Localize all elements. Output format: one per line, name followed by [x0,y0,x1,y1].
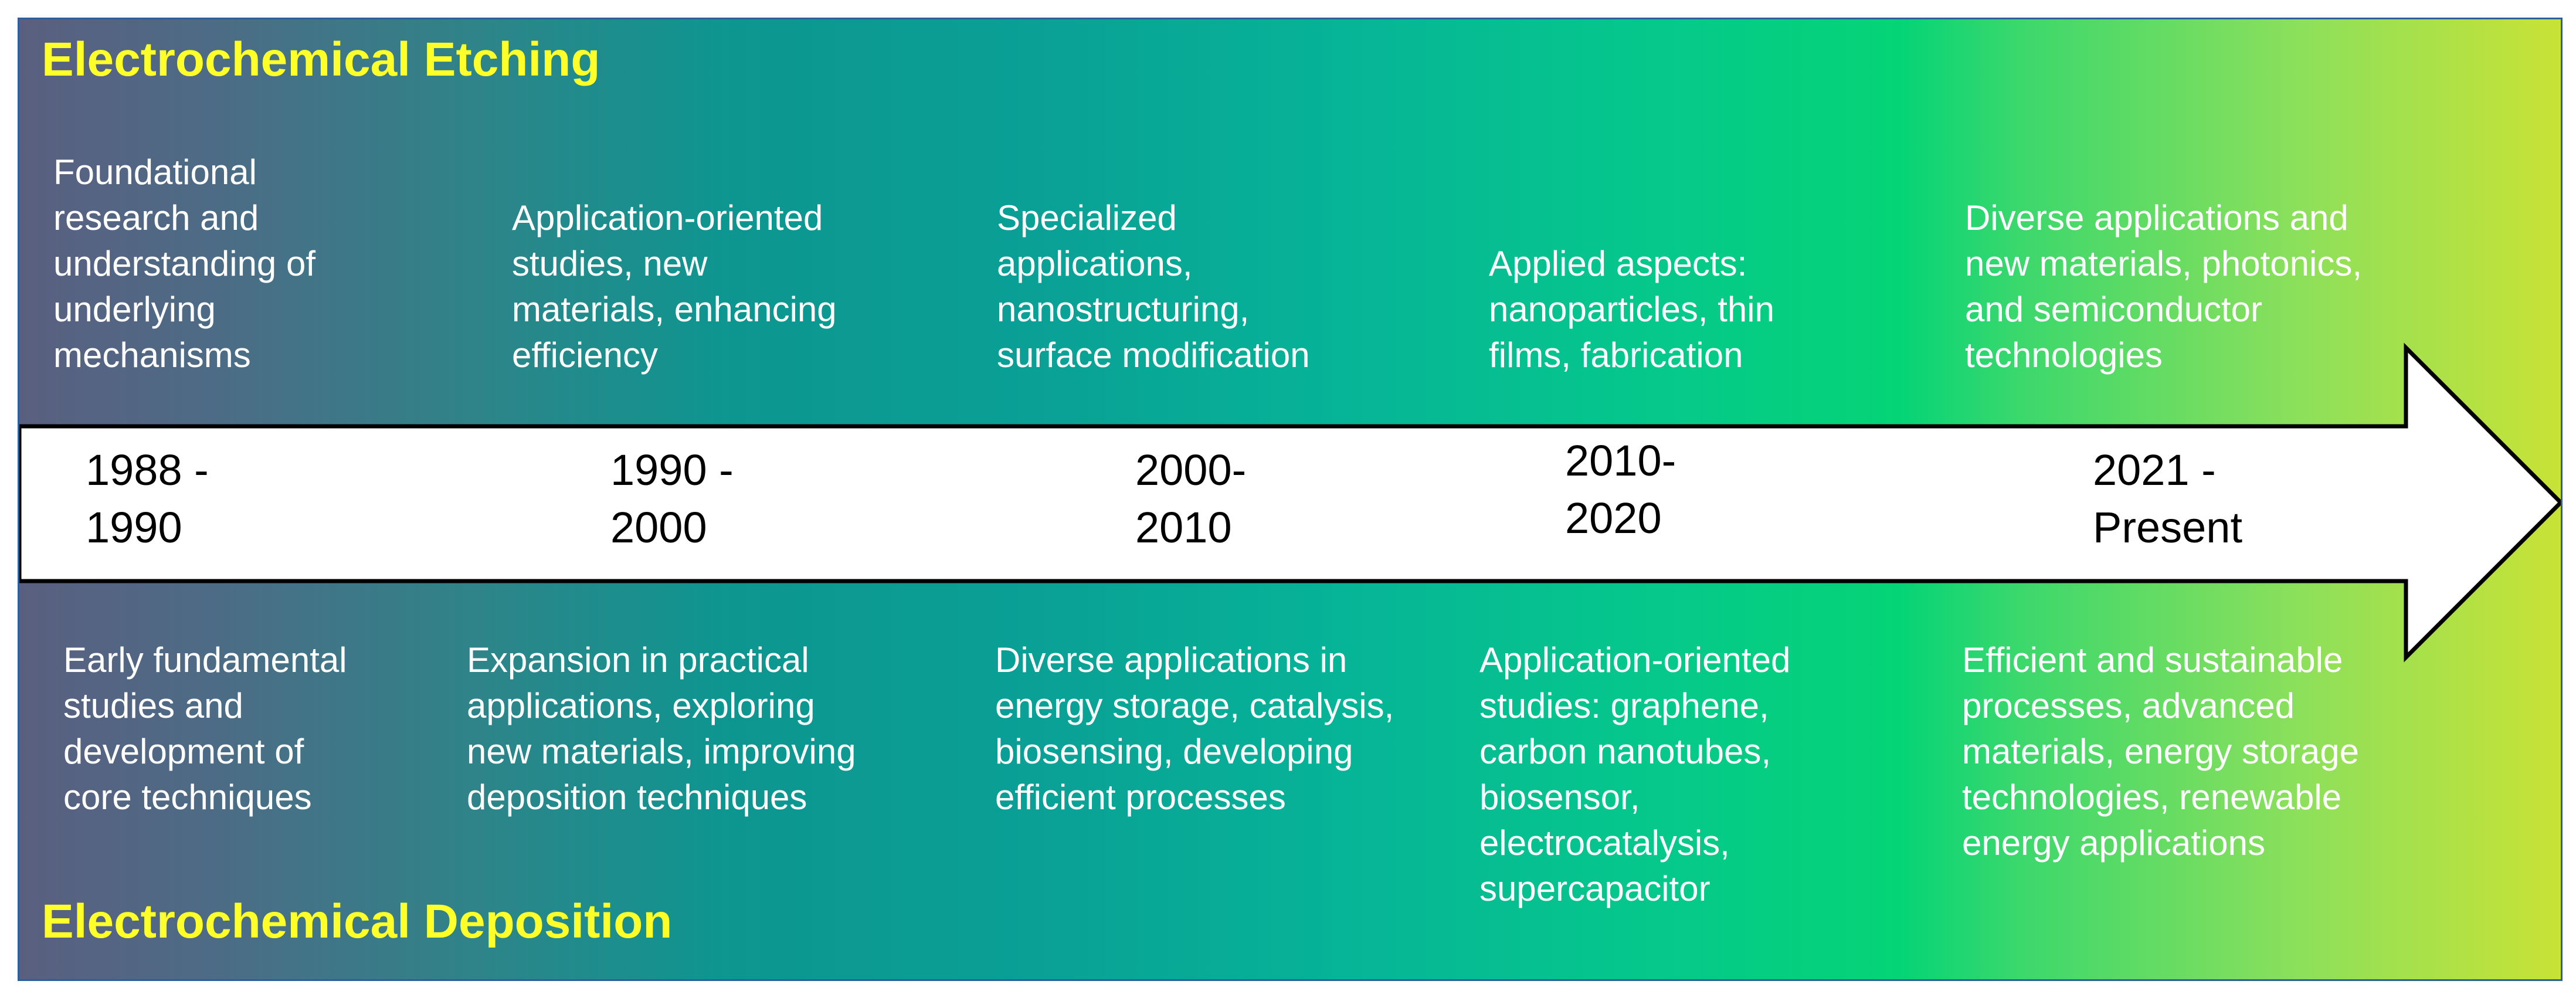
deposition-description-2010-2020: Application-oriented studies: graphene, … [1479,640,1791,908]
deposition-description-2021-present: Efficient and sustainable processes, adv… [1962,640,2359,863]
timeline-arrow [19,342,2561,663]
deposition-description-1988-1990: Early fundamental studies and developmen… [63,640,347,817]
period-label-1990-2000: 1990 - 2000 [610,446,734,552]
etching-description-2000-2010: Specialized applications, nanostructurin… [997,198,1310,375]
deposition-title: Electrochemical Deposition [42,895,673,948]
period-label-1988-1990: 1988 - 1990 [86,446,209,552]
etching-description-2010-2020: Applied aspects: nanoparticles, thin fil… [1489,244,1774,375]
period-label-2000-2010: 2000- 2010 [1135,446,1247,552]
etching-description-1988-1990: Foundational research and understanding … [53,152,316,375]
etching-description-2021-present: Diverse applications and new materials, … [1965,198,2362,375]
period-label-2021-present: 2021 - Present [2093,446,2243,552]
arrow-shape [19,342,2561,663]
deposition-description-1990-2000: Expansion in practical applications, exp… [467,640,856,817]
deposition-description-2000-2010: Diverse applications in energy storage, … [995,640,1394,817]
timeline-panel: Electrochemical Etching Electrochemical … [18,18,2563,981]
etching-title: Electrochemical Etching [42,33,600,86]
etching-description-1990-2000: Application-oriented studies, new materi… [512,198,837,375]
period-label-2010-2020: 2010- 2020 [1565,436,1676,542]
